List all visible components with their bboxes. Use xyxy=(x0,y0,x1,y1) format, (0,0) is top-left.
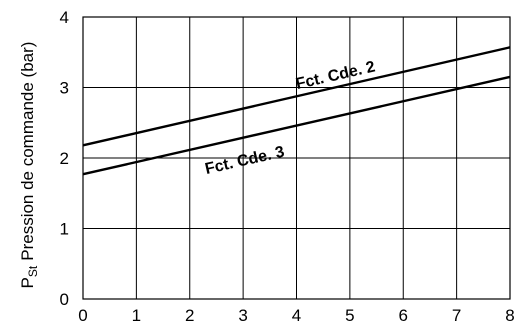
y-tick-label: 4 xyxy=(60,8,69,27)
y-tick-label: 0 xyxy=(60,290,69,309)
y-axis-subscript: St xyxy=(26,265,40,277)
x-tick-labels: 0 1 2 3 4 5 6 7 8 xyxy=(78,306,514,325)
y-tick-labels: 0 1 2 3 4 xyxy=(60,8,69,309)
series-line-2 xyxy=(82,46,511,147)
series-annotation: Fct. Cde. 3 xyxy=(203,143,286,178)
plot-frame xyxy=(82,16,511,300)
x-tick-label: 1 xyxy=(132,306,141,325)
x-tick-label: 2 xyxy=(185,306,194,325)
x-tick-label: 7 xyxy=(452,306,461,325)
x-tick-label: 3 xyxy=(238,306,247,325)
grid xyxy=(82,16,511,300)
y-tick-label: 2 xyxy=(60,149,69,168)
series-lines xyxy=(82,46,511,176)
x-tick-label: 4 xyxy=(292,306,301,325)
y-axis-label: PSt Pression de commande (bar) xyxy=(18,42,40,289)
x-tick-label: 5 xyxy=(345,306,354,325)
series-line-3 xyxy=(82,75,511,176)
x-tick-label: 8 xyxy=(505,306,514,325)
y-tick-label: 3 xyxy=(60,79,69,98)
x-tick-label: 6 xyxy=(399,306,408,325)
y-tick-label: 1 xyxy=(60,220,69,239)
x-tick-label: 0 xyxy=(78,306,87,325)
y-axis-symbol: P xyxy=(18,277,37,288)
y-axis-text: Pression de commande (bar) xyxy=(18,42,37,261)
